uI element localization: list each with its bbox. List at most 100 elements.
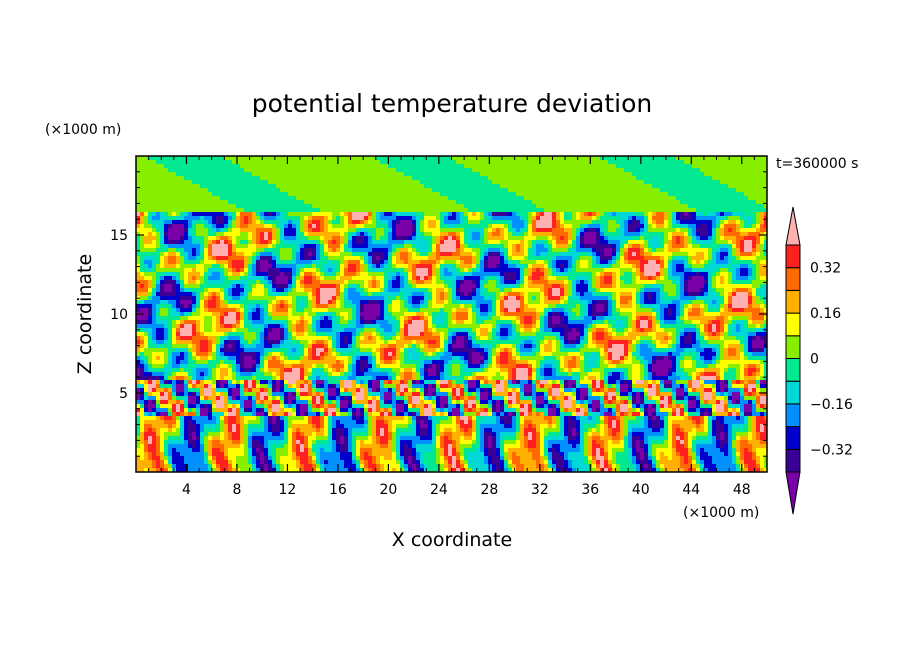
heatmap-cell bbox=[756, 252, 761, 257]
heatmap-cell bbox=[352, 184, 357, 189]
heatmap-cell bbox=[600, 208, 605, 213]
heatmap-cell bbox=[624, 168, 629, 173]
heatmap-cell bbox=[448, 240, 453, 245]
heatmap-cell bbox=[464, 224, 469, 229]
heatmap-cell bbox=[148, 224, 153, 229]
heatmap-cell bbox=[468, 272, 473, 277]
heatmap-cell bbox=[160, 264, 165, 269]
heatmap-cell bbox=[664, 276, 669, 281]
heatmap-cell bbox=[332, 184, 337, 189]
heatmap-cell bbox=[136, 272, 141, 277]
heatmap-cell bbox=[532, 172, 537, 177]
heatmap-cell bbox=[580, 192, 585, 197]
heatmap-cell bbox=[312, 280, 317, 285]
heatmap-cell bbox=[420, 180, 425, 185]
heatmap-cell bbox=[384, 280, 389, 285]
heatmap-cell bbox=[172, 188, 177, 193]
heatmap-cell bbox=[704, 224, 709, 229]
heatmap-cell bbox=[644, 200, 649, 205]
heatmap-cell bbox=[140, 256, 145, 261]
heatmap-cell bbox=[668, 168, 673, 173]
heatmap-cell bbox=[432, 180, 437, 185]
heatmap-cell bbox=[352, 260, 357, 265]
heatmap-cell bbox=[484, 184, 489, 189]
heatmap-cell bbox=[260, 160, 265, 165]
heatmap-cell bbox=[756, 192, 761, 197]
heatmap-cell bbox=[732, 256, 737, 261]
heatmap-cell bbox=[692, 164, 697, 169]
heatmap-cell bbox=[264, 216, 269, 221]
heatmap-cell bbox=[368, 252, 373, 257]
heatmap-cell bbox=[384, 256, 389, 261]
heatmap-cell bbox=[556, 192, 561, 197]
heatmap-cell bbox=[200, 180, 205, 185]
heatmap-cell bbox=[656, 260, 661, 265]
heatmap-cell bbox=[248, 160, 253, 165]
heatmap-cell bbox=[736, 236, 741, 241]
heatmap-cell bbox=[424, 172, 429, 177]
heatmap-cell bbox=[436, 248, 441, 253]
heatmap-cell bbox=[452, 220, 457, 225]
heatmap-cell bbox=[332, 176, 337, 181]
heatmap-cell bbox=[436, 168, 441, 173]
heatmap-cell bbox=[456, 204, 461, 209]
heatmap-cell bbox=[352, 172, 357, 177]
heatmap-cell bbox=[660, 220, 665, 225]
heatmap-cell bbox=[428, 204, 433, 209]
heatmap-cell bbox=[620, 172, 625, 177]
heatmap-cell bbox=[304, 224, 309, 229]
heatmap-cell bbox=[680, 220, 685, 225]
heatmap-cell bbox=[376, 172, 381, 177]
heatmap-cell bbox=[540, 208, 545, 213]
heatmap-cell bbox=[192, 192, 197, 197]
heatmap-cell bbox=[728, 188, 733, 193]
heatmap-cell bbox=[392, 220, 397, 225]
heatmap-cell bbox=[560, 200, 565, 205]
heatmap-cell bbox=[420, 252, 425, 257]
heatmap-cell bbox=[204, 244, 209, 249]
heatmap-cell bbox=[764, 204, 767, 209]
heatmap-cell bbox=[400, 240, 405, 245]
heatmap-cell bbox=[564, 168, 569, 173]
heatmap-cell bbox=[360, 172, 365, 177]
heatmap-cell bbox=[688, 160, 693, 165]
heatmap-cell bbox=[724, 228, 729, 233]
heatmap-cell bbox=[752, 252, 757, 257]
heatmap-cell bbox=[472, 256, 477, 261]
heatmap-cell bbox=[248, 232, 253, 237]
heatmap-cell bbox=[284, 212, 289, 217]
heatmap-cell bbox=[224, 264, 229, 269]
heatmap-cell bbox=[268, 168, 273, 173]
heatmap-cell bbox=[608, 272, 613, 277]
heatmap-cell bbox=[276, 224, 281, 229]
heatmap-cell bbox=[752, 232, 757, 237]
heatmap-cell bbox=[548, 272, 553, 277]
heatmap-cell bbox=[356, 232, 361, 237]
heatmap-cell bbox=[240, 228, 245, 233]
heatmap-cell bbox=[696, 180, 701, 185]
heatmap-cell bbox=[688, 256, 693, 261]
heatmap-cell bbox=[560, 164, 565, 169]
heatmap-cell bbox=[488, 220, 493, 225]
heatmap-cell bbox=[272, 228, 277, 233]
heatmap-cell bbox=[744, 232, 749, 237]
heatmap-cell bbox=[508, 244, 513, 249]
heatmap-cell bbox=[160, 268, 165, 273]
heatmap-cell bbox=[328, 268, 333, 273]
heatmap-cell bbox=[416, 200, 421, 205]
heatmap-cell bbox=[468, 236, 473, 241]
heatmap-cell bbox=[720, 168, 725, 173]
heatmap-cell bbox=[192, 172, 197, 177]
heatmap-cell bbox=[168, 260, 173, 265]
heatmap-cell bbox=[512, 188, 517, 193]
heatmap-cell bbox=[652, 264, 657, 269]
heatmap-cell bbox=[256, 204, 261, 209]
heatmap-cell bbox=[224, 236, 229, 241]
heatmap-cell bbox=[668, 244, 673, 249]
heatmap-cell bbox=[652, 168, 657, 173]
heatmap-cell bbox=[668, 196, 673, 201]
heatmap-cell bbox=[200, 252, 205, 257]
heatmap-cell bbox=[368, 176, 373, 181]
heatmap-cell bbox=[304, 252, 309, 257]
heatmap-cell bbox=[404, 176, 409, 181]
